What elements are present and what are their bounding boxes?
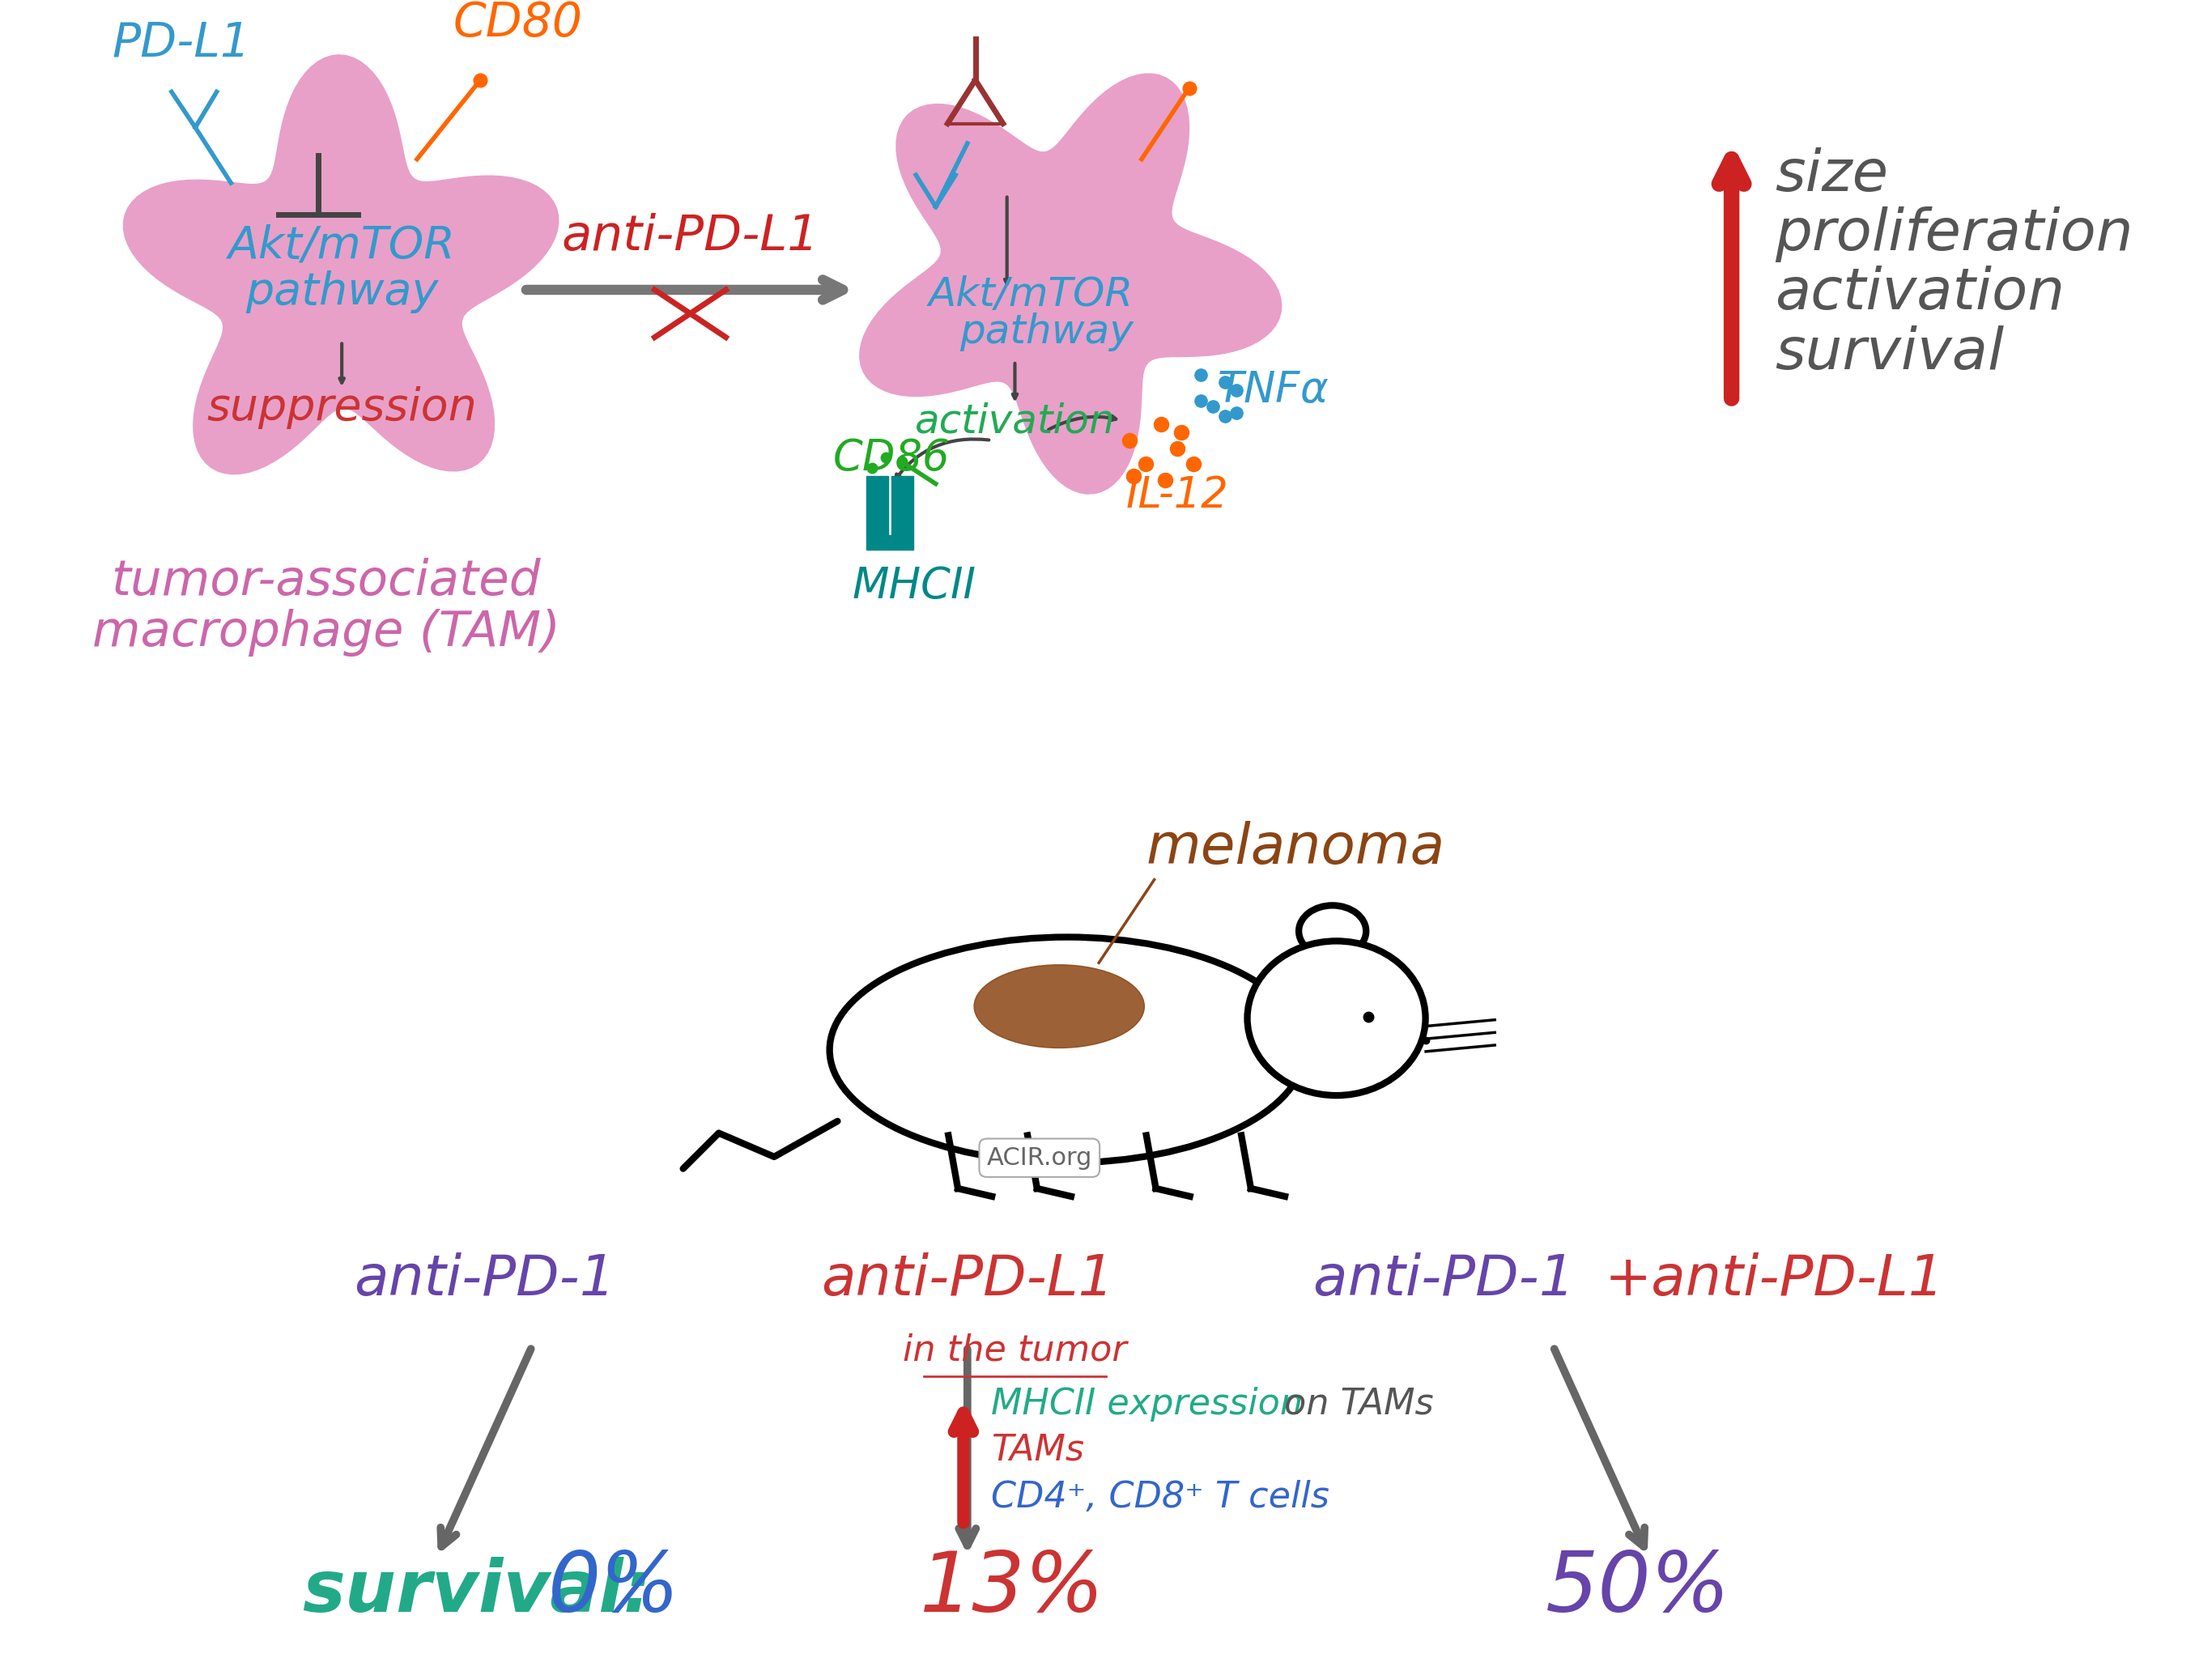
Text: suppression: suppression (206, 386, 478, 429)
Ellipse shape (1298, 905, 1367, 957)
Text: activation: activation (1774, 265, 2066, 322)
Text: CD80: CD80 (453, 0, 582, 46)
Text: pathway: pathway (246, 270, 438, 313)
Text: MHCII: MHCII (852, 565, 975, 607)
Text: melanoma: melanoma (1146, 821, 1444, 875)
Ellipse shape (1248, 942, 1425, 1096)
Text: proliferation: proliferation (1774, 207, 2132, 262)
Text: Akt/mTOR: Akt/mTOR (929, 275, 1133, 313)
Text: anti-PD-L1: anti-PD-L1 (821, 1252, 1115, 1307)
Text: TAMs: TAMs (991, 1433, 1084, 1467)
Text: 50%: 50% (1546, 1549, 1730, 1630)
Text: TNF$\alpha$: TNF$\alpha$ (1217, 370, 1329, 411)
Text: survival: survival (1774, 325, 2004, 381)
Text: CD4⁺, CD8⁺ T cells: CD4⁺, CD8⁺ T cells (991, 1481, 1329, 1515)
Text: activation: activation (914, 401, 1115, 441)
Ellipse shape (973, 965, 1144, 1048)
Text: 13%: 13% (920, 1549, 1104, 1630)
Text: survival:: survival: (303, 1557, 653, 1628)
Text: PD-L1: PD-L1 (113, 20, 250, 66)
Text: anti-PD-L1: anti-PD-L1 (562, 212, 818, 260)
Text: pathway: pathway (960, 313, 1133, 351)
Bar (891, 476, 914, 536)
Ellipse shape (830, 937, 1305, 1162)
Text: ACIR.org: ACIR.org (987, 1146, 1093, 1169)
Polygon shape (860, 75, 1281, 494)
Bar (867, 476, 889, 536)
Text: size: size (1774, 148, 1889, 202)
Text: 0%: 0% (549, 1549, 679, 1630)
Polygon shape (124, 55, 557, 474)
Text: CD86: CD86 (832, 438, 949, 479)
Bar (867, 536, 914, 549)
Text: macrophage (TAM): macrophage (TAM) (93, 608, 560, 657)
Text: anti-PD-1: anti-PD-1 (354, 1252, 615, 1307)
Text: +anti-PD-L1: +anti-PD-L1 (1606, 1252, 1944, 1307)
Text: MHCII expression: MHCII expression (991, 1386, 1303, 1421)
Text: in the tumor: in the tumor (902, 1333, 1126, 1368)
Text: anti-PD-1: anti-PD-1 (1314, 1252, 1593, 1307)
Text: Akt/mTOR: Akt/mTOR (228, 224, 456, 267)
Text: IL-12: IL-12 (1126, 474, 1228, 516)
Text: tumor-associated: tumor-associated (111, 557, 540, 605)
Text: on TAMs: on TAMs (1285, 1386, 1433, 1421)
